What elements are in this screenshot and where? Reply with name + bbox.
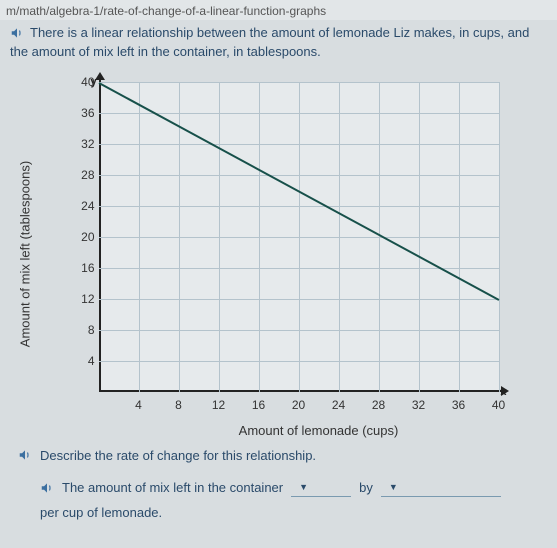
direction-dropdown[interactable]: ▼ [291, 479, 351, 497]
y-tick-label: 28 [71, 168, 95, 182]
speaker-icon[interactable] [18, 448, 32, 462]
grid-line [99, 175, 499, 176]
question-text: Describe the rate of change for this rel… [40, 448, 316, 463]
amount-dropdown[interactable]: ▼ [381, 479, 501, 497]
x-tick-label: 32 [412, 398, 425, 412]
grid-line [99, 237, 499, 238]
y-tick-label: 40 [71, 75, 95, 89]
answer-connector: by [359, 480, 373, 495]
intro-text-1: There is a linear relationship between t… [30, 24, 529, 43]
x-axis [99, 390, 505, 392]
chevron-down-icon: ▼ [299, 482, 308, 492]
grid-line [99, 144, 499, 145]
grid-line [99, 82, 499, 83]
x-tick-label: 24 [332, 398, 345, 412]
y-tick-label: 8 [71, 323, 95, 337]
x-tick-label: 40 [492, 398, 505, 412]
y-tick-label: 20 [71, 230, 95, 244]
grid-line [99, 330, 499, 331]
x-tick-label: 8 [175, 398, 182, 412]
answer-prefix: The amount of mix left in the container [62, 480, 283, 495]
x-tick-label: 20 [292, 398, 305, 412]
answer-suffix: per cup of lemonade. [0, 501, 557, 524]
grid-line [499, 82, 500, 392]
y-tick-label: 16 [71, 261, 95, 275]
grid-line [99, 299, 499, 300]
y-tick-label: 32 [71, 137, 95, 151]
x-tick-label: 4 [135, 398, 142, 412]
x-tick-label: 16 [252, 398, 265, 412]
y-tick-label: 4 [71, 354, 95, 368]
x-tick-label: 28 [372, 398, 385, 412]
chevron-down-icon: ▼ [389, 482, 398, 492]
x-tick-label: 36 [452, 398, 465, 412]
question-prompt: Describe the rate of change for this rel… [0, 434, 557, 469]
x-tick-label: 12 [212, 398, 225, 412]
y-tick-label: 24 [71, 199, 95, 213]
y-axis [99, 76, 101, 392]
linear-chart: Amount of mix left (tablespoons) y x 481… [29, 74, 529, 434]
grid-line [99, 361, 499, 362]
speaker-icon[interactable] [40, 481, 54, 495]
speaker-icon[interactable] [10, 26, 24, 40]
x-axis-label: Amount of lemonade (cups) [239, 423, 399, 438]
y-axis-label: Amount of mix left (tablespoons) [17, 160, 32, 346]
grid-line [99, 206, 499, 207]
intro-text-2: the amount of mix left in the container,… [10, 43, 547, 62]
answer-sentence: The amount of mix left in the container … [0, 469, 557, 501]
plot-area: y x 481216202428323640481216202428323640 [99, 82, 499, 392]
problem-intro: There is a linear relationship between t… [0, 20, 557, 68]
y-tick-label: 12 [71, 292, 95, 306]
x-axis-symbol: x [500, 386, 506, 398]
y-tick-label: 36 [71, 106, 95, 120]
url-path: m/math/algebra-1/rate-of-change-of-a-lin… [0, 0, 557, 20]
